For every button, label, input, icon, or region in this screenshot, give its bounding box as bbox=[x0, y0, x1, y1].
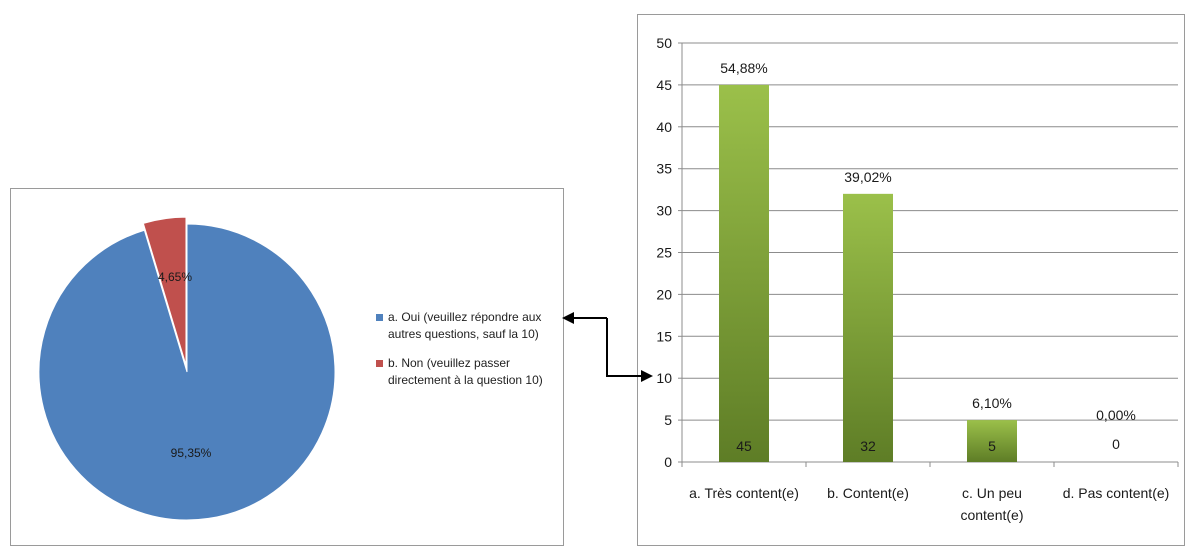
y-tick-label: 10 bbox=[656, 370, 672, 386]
bar-value-label: 0 bbox=[1112, 436, 1120, 452]
pie-chart-panel: 95,35% 4,65% a. Oui (veuillez répondre au… bbox=[10, 188, 564, 546]
pie-slice-non bbox=[142, 216, 187, 366]
y-tick-label: 25 bbox=[656, 245, 672, 261]
y-tick-label: 45 bbox=[656, 77, 672, 93]
legend-swatch-non bbox=[376, 360, 383, 367]
y-tick-label: 5 bbox=[664, 412, 672, 428]
legend-item-oui: a. Oui (veuillez répondre aux autres que… bbox=[376, 309, 558, 343]
pie-slice-oui bbox=[38, 223, 336, 521]
x-category-label: c. Un peu bbox=[962, 485, 1022, 501]
x-category-label: d. Pas content(e) bbox=[1063, 485, 1170, 501]
bar-percent-label: 54,88% bbox=[720, 60, 767, 76]
legend-label-oui: a. Oui (veuillez répondre aux autres que… bbox=[388, 310, 542, 341]
bar-chart-panel: 0 5 10 15 20 25 30 35 40 45 50 45 54,88% a. Très cont… bbox=[637, 14, 1185, 546]
y-tick-label: 0 bbox=[664, 454, 672, 470]
bar-percent-label: 6,10% bbox=[972, 395, 1012, 411]
pie-chart: 95,35% 4,65% bbox=[38, 216, 336, 521]
pie-label-non: 4,65% bbox=[158, 270, 192, 284]
bar-percent-label: 0,00% bbox=[1096, 407, 1136, 423]
y-tick-label: 15 bbox=[656, 328, 672, 344]
legend-swatch-oui bbox=[376, 314, 383, 321]
bar-value-label: 32 bbox=[860, 438, 876, 454]
bar bbox=[967, 420, 1017, 462]
x-category-label: a. Très content(e) bbox=[689, 485, 799, 501]
bar-value-label: 5 bbox=[988, 438, 996, 454]
y-tick-label: 20 bbox=[656, 286, 672, 302]
bar bbox=[843, 193, 893, 462]
x-category-label: b. Content(e) bbox=[827, 485, 909, 501]
y-tick-label: 35 bbox=[656, 161, 672, 177]
bar-value-label: 45 bbox=[736, 438, 752, 454]
bar bbox=[719, 84, 769, 463]
pie-legend: a. Oui (veuillez répondre aux autres que… bbox=[376, 309, 558, 401]
legend-item-non: b. Non (veuillez passer directement à la… bbox=[376, 355, 558, 389]
y-tick-label: 30 bbox=[656, 203, 672, 219]
legend-label-non: b. Non (veuillez passer directement à la… bbox=[388, 356, 543, 387]
y-tick-label: 50 bbox=[656, 35, 672, 51]
x-category-label: content(e) bbox=[960, 507, 1023, 523]
pie-label-oui: 95,35% bbox=[171, 446, 212, 460]
y-tick-label: 40 bbox=[656, 119, 672, 135]
bar-percent-label: 39,02% bbox=[844, 169, 891, 185]
